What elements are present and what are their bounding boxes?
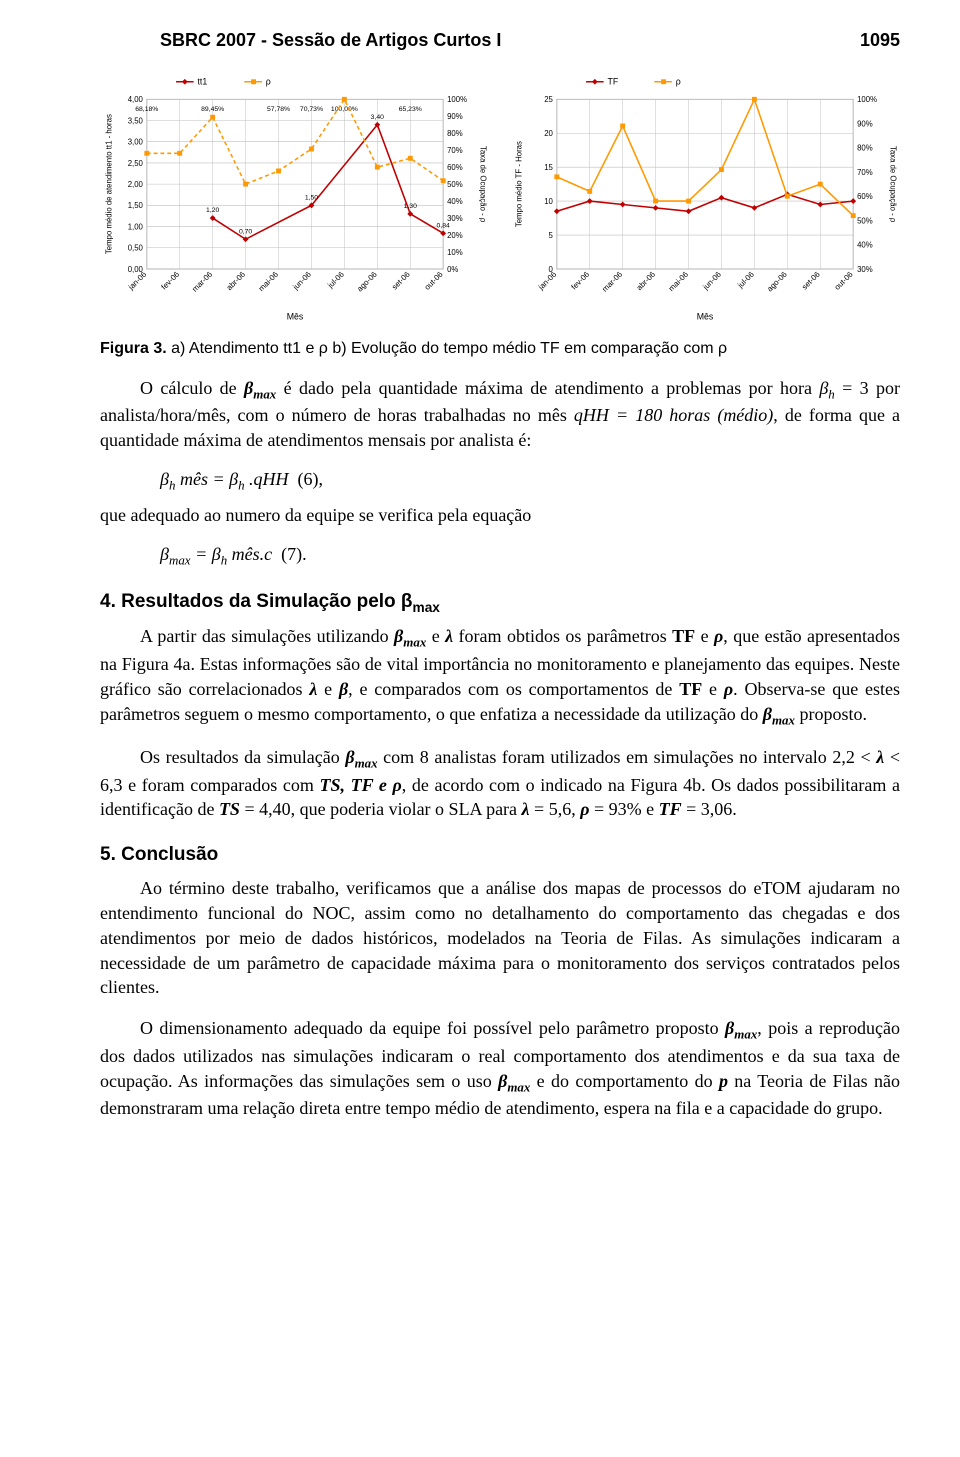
section-4-para-1: A partir das simulações utilizando βmax …	[100, 624, 900, 729]
svg-text:fev-06: fev-06	[159, 270, 181, 292]
chart-b: 051015202530%40%50%60%70%80%90%100%jan-0…	[510, 72, 900, 326]
svg-text:jul-06: jul-06	[735, 270, 756, 291]
svg-text:10: 10	[544, 197, 553, 206]
svg-text:90%: 90%	[857, 119, 873, 128]
svg-text:tt1: tt1	[198, 77, 208, 87]
svg-text:ago-06: ago-06	[355, 270, 379, 294]
svg-text:10%: 10%	[447, 248, 463, 257]
svg-text:abr-06: abr-06	[635, 270, 657, 292]
page-number: 1095	[860, 30, 900, 51]
svg-text:Tempo médio de atendimento tt1: Tempo médio de atendimento tt1 - horas	[105, 114, 114, 254]
running-title: SBRC 2007 - Sessão de Artigos Curtos I	[160, 30, 501, 51]
svg-text:30%: 30%	[857, 265, 873, 274]
svg-text:out-06: out-06	[423, 270, 445, 292]
section-4-para-2: Os resultados da simulação βmax com 8 an…	[100, 745, 900, 822]
svg-text:40%: 40%	[447, 197, 463, 206]
equation-7: βmax = βh mês.c (7).	[160, 544, 900, 569]
svg-text:abr-06: abr-06	[225, 270, 247, 292]
svg-text:70%: 70%	[447, 146, 463, 155]
paragraph-betamax: O cálculo de βmax é dado pela quantidade…	[100, 376, 900, 453]
svg-text:80%: 80%	[447, 129, 463, 138]
svg-text:mai-06: mai-06	[667, 270, 690, 293]
svg-text:Taxa de Ocupação - ρ: Taxa de Ocupação - ρ	[478, 146, 487, 223]
svg-text:jun-06: jun-06	[700, 270, 722, 292]
svg-text:Mês: Mês	[697, 312, 714, 322]
svg-text:100%: 100%	[447, 95, 467, 104]
svg-text:2,00: 2,00	[128, 180, 144, 189]
svg-text:3,50: 3,50	[128, 116, 144, 125]
paragraph-eq-bridge: que adequado ao numero da equipe se veri…	[100, 503, 900, 528]
svg-text:100,00%: 100,00%	[331, 106, 358, 113]
svg-text:20: 20	[544, 129, 553, 138]
svg-text:0%: 0%	[447, 265, 458, 274]
svg-text:57,78%: 57,78%	[267, 106, 290, 113]
svg-text:ago-06: ago-06	[765, 270, 789, 294]
svg-text:90%: 90%	[447, 112, 463, 121]
svg-text:89,45%: 89,45%	[201, 106, 224, 113]
figure-caption-lead: Figura 3.	[100, 340, 167, 357]
svg-text:3,00: 3,00	[128, 138, 144, 147]
figure-3: 0,000,501,001,502,002,503,003,504,000%10…	[100, 72, 900, 326]
equation-6: βh mês = βh .qHH (6),	[160, 469, 900, 494]
svg-text:40%: 40%	[857, 241, 873, 250]
section-4-title: 4. Resultados da Simulação pelo βmax	[100, 591, 900, 615]
svg-text:15: 15	[544, 163, 553, 172]
svg-text:0,70: 0,70	[239, 228, 252, 235]
section-5-title: 5. Conclusão	[100, 844, 900, 866]
svg-text:60%: 60%	[857, 192, 873, 201]
svg-text:out-06: out-06	[833, 270, 855, 292]
svg-text:Taxa de Ocupação - ρ: Taxa de Ocupação - ρ	[888, 146, 897, 223]
svg-text:mai-06: mai-06	[257, 270, 280, 293]
svg-text:mar-06: mar-06	[190, 270, 214, 294]
svg-text:70,73%: 70,73%	[300, 106, 323, 113]
svg-text:Tempo médio TF - Horas: Tempo médio TF - Horas	[515, 141, 524, 227]
svg-text:2,50: 2,50	[128, 159, 144, 168]
svg-text:jun-06: jun-06	[290, 270, 312, 292]
svg-text:25: 25	[544, 95, 553, 104]
svg-text:100%: 100%	[857, 95, 877, 104]
svg-text:1,20: 1,20	[206, 207, 219, 214]
svg-text:set-06: set-06	[800, 270, 822, 292]
svg-text:set-06: set-06	[390, 270, 412, 292]
svg-text:0,84: 0,84	[437, 222, 450, 229]
figure-3-caption: Figura 3. a) Atendimento tt1 e ρ b) Evol…	[100, 340, 900, 358]
svg-text:0,50: 0,50	[128, 244, 144, 253]
running-header: SBRC 2007 - Sessão de Artigos Curtos I 1…	[100, 30, 900, 60]
svg-text:fev-06: fev-06	[569, 270, 591, 292]
svg-text:68,18%: 68,18%	[135, 106, 158, 113]
chart-a: 0,000,501,001,502,002,503,003,504,000%10…	[100, 72, 490, 326]
svg-text:80%: 80%	[857, 144, 873, 153]
svg-text:4,00: 4,00	[128, 95, 144, 104]
svg-text:Mês: Mês	[287, 312, 304, 322]
figure-caption-rest: a) Atendimento tt1 e ρ b) Evolução do te…	[167, 340, 727, 357]
svg-text:65,23%: 65,23%	[399, 106, 422, 113]
svg-text:1,30: 1,30	[404, 203, 417, 210]
svg-text:jul-06: jul-06	[325, 270, 346, 291]
svg-text:1,50: 1,50	[305, 194, 318, 201]
svg-text:60%: 60%	[447, 163, 463, 172]
section-5-para-2: O dimensionamento adequado da equipe foi…	[100, 1016, 900, 1121]
svg-text:50%: 50%	[857, 216, 873, 225]
svg-text:mar-06: mar-06	[600, 270, 624, 294]
svg-text:70%: 70%	[857, 168, 873, 177]
section-5-para-1: Ao término deste trabalho, verificamos q…	[100, 876, 900, 1000]
svg-text:jan-06: jan-06	[536, 270, 558, 292]
svg-text:5: 5	[549, 231, 554, 240]
svg-text:1,50: 1,50	[128, 201, 144, 210]
svg-text:20%: 20%	[447, 231, 463, 240]
svg-text:ρ: ρ	[266, 77, 271, 87]
svg-text:TF: TF	[608, 77, 619, 87]
svg-text:ρ: ρ	[676, 77, 681, 87]
svg-text:3,40: 3,40	[371, 114, 384, 121]
svg-text:1,00: 1,00	[128, 222, 144, 231]
svg-text:50%: 50%	[447, 180, 463, 189]
